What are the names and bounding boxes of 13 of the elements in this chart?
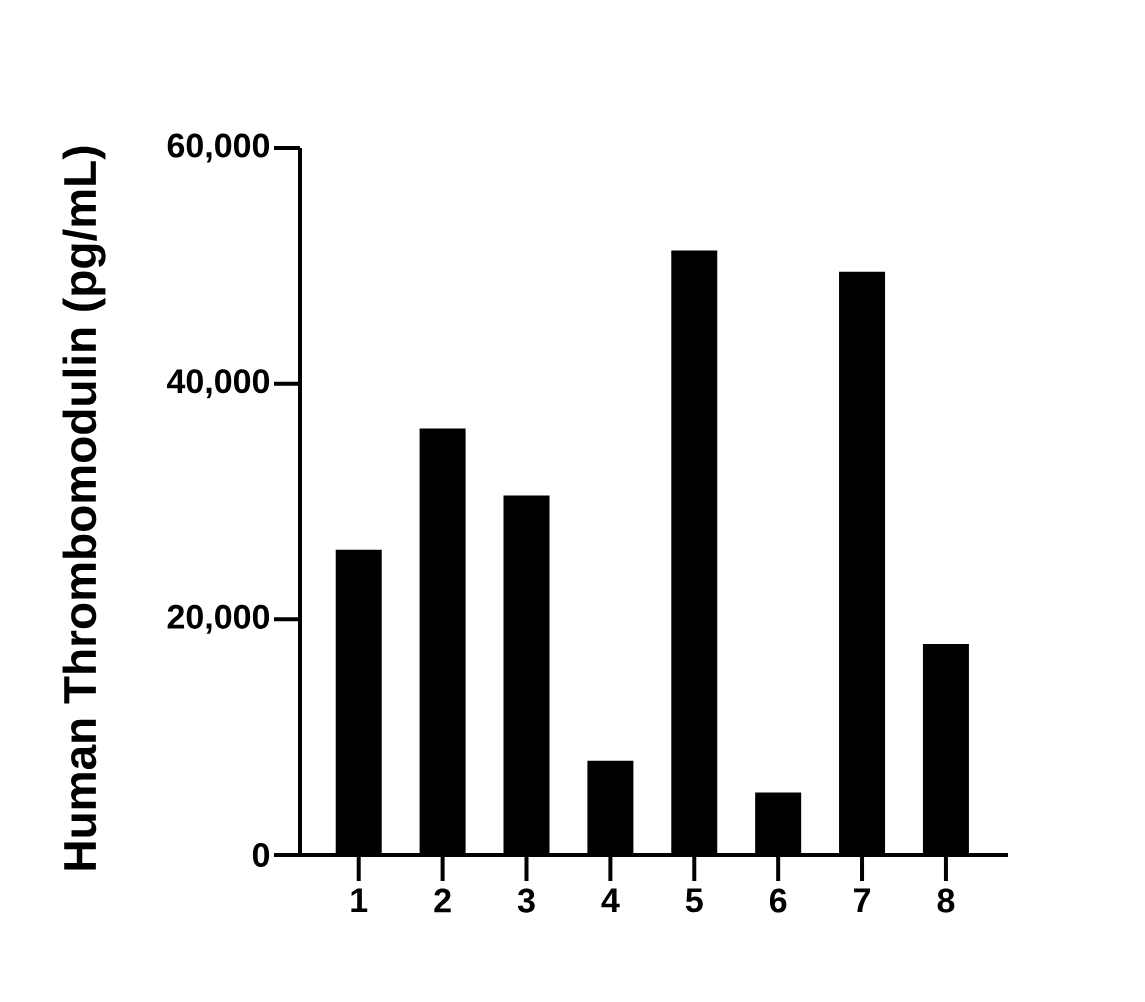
x-tick-label: 8 [937, 888, 955, 913]
y-tick-label: 0 [252, 842, 270, 868]
y-tick-label: 40,000 [167, 369, 270, 399]
x-tick-label: 3 [517, 888, 535, 913]
x-tick-label: 1 [351, 888, 368, 912]
x-tick-label: 4 [601, 888, 620, 912]
x-tick-label: 6 [769, 888, 787, 913]
y-tick-label: 60,000 [167, 133, 270, 163]
x-tick-label: 7 [854, 888, 870, 912]
x-tick-label: 2 [434, 888, 451, 913]
y-axis-title: Human Thrombomodulin (pg/mL) [62, 146, 106, 870]
x-tick-label: 5 [685, 888, 703, 913]
y-tick-label: 20,000 [167, 604, 270, 634]
